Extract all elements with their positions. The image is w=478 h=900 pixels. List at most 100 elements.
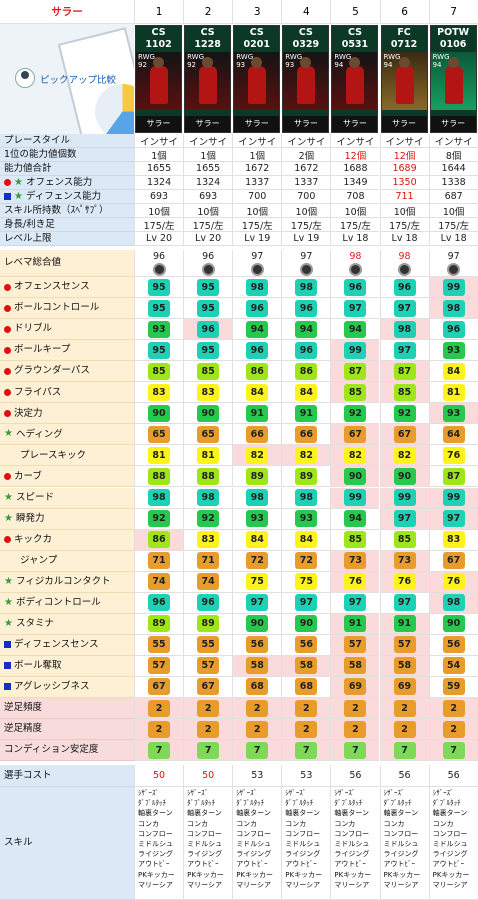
player-card[interactable]: CS 1102 RWG 92 サラー bbox=[135, 25, 183, 133]
stat-cell: 84 bbox=[428, 361, 478, 383]
stat-badge: 82 bbox=[393, 446, 416, 464]
card-player-name: サラー bbox=[136, 116, 182, 132]
overall-number: 96 bbox=[153, 250, 166, 262]
stat-badge: 94 bbox=[344, 510, 367, 528]
stat-cell: 84 bbox=[281, 529, 331, 551]
stat-badge: 2 bbox=[295, 699, 318, 717]
player-card[interactable]: POTW 0106 RWG 94 サラー bbox=[429, 25, 477, 133]
stat-cell: 90 bbox=[183, 403, 233, 425]
card-title: CS 0531 bbox=[332, 26, 377, 52]
stat-badge: 82 bbox=[295, 446, 318, 464]
stat-cell: 2 bbox=[379, 719, 429, 741]
stat-cell: 2 bbox=[330, 719, 380, 741]
info-value: 687 bbox=[428, 190, 478, 204]
info-value: 711 bbox=[379, 190, 429, 204]
stat-badge: 93 bbox=[442, 404, 465, 422]
info-value: 8個 bbox=[428, 148, 478, 162]
skill-item: ライジング bbox=[432, 850, 468, 859]
info-value: 10個 bbox=[330, 204, 380, 218]
stat-badge: 98 bbox=[295, 278, 318, 296]
card-rating: 93 bbox=[236, 61, 246, 69]
stat-badge: 58 bbox=[393, 657, 416, 675]
stat-cell: 95 bbox=[183, 298, 233, 320]
stat-cell: 86 bbox=[134, 529, 184, 551]
player-head-icon bbox=[300, 57, 312, 68]
player-card[interactable]: FC 0712 RWG 94 サラー bbox=[380, 25, 428, 133]
stat-cell: 2 bbox=[232, 719, 282, 741]
stat-cell: 97 bbox=[330, 298, 380, 320]
stat-badge: 98 bbox=[246, 489, 269, 507]
stat-badge: 98 bbox=[197, 489, 220, 507]
stat-row-label: ボールキープ bbox=[0, 340, 134, 362]
info-value: 12個 bbox=[379, 148, 429, 162]
stat-cell: 96 bbox=[281, 298, 331, 320]
stat-badge: 56 bbox=[246, 636, 269, 654]
stat-cell: 76 bbox=[379, 571, 429, 593]
red-dot-icon bbox=[4, 283, 11, 291]
stat-badge: 83 bbox=[197, 531, 220, 549]
stat-row-label: コンディション安定度 bbox=[0, 740, 134, 762]
skill-item: コンカ bbox=[187, 819, 209, 828]
stat-badge: 97 bbox=[295, 594, 318, 612]
skill-item: アウトﾋﾞｰ bbox=[138, 860, 170, 869]
stat-badge: 86 bbox=[295, 362, 318, 380]
stat-cell: 82 bbox=[379, 445, 429, 467]
info-value: Lv 18 bbox=[428, 232, 478, 246]
player-card[interactable]: CS 1228 RWG 92 サラー bbox=[184, 25, 232, 133]
stat-cell: 66 bbox=[281, 424, 331, 446]
stat-cell: 89 bbox=[232, 466, 282, 488]
stat-cell: 98 bbox=[183, 487, 233, 509]
stat-cell: 86 bbox=[232, 361, 282, 383]
stat-cell: 85 bbox=[379, 382, 429, 404]
stat-cell: 57 bbox=[183, 655, 233, 677]
card-code: 0531 bbox=[341, 39, 369, 50]
player-card[interactable]: CS 0201 RWG 93 サラー bbox=[233, 25, 281, 133]
player-head-icon bbox=[447, 57, 459, 68]
stat-badge: 90 bbox=[393, 467, 416, 485]
stat-cell: 94 bbox=[330, 319, 380, 341]
player-card[interactable]: CS 0329 RWG 93 サラー bbox=[282, 25, 330, 133]
stat-badge: 57 bbox=[148, 657, 171, 675]
row-label-text: スピード bbox=[15, 491, 54, 503]
stat-cell: 85 bbox=[330, 382, 380, 404]
red-dot-icon bbox=[4, 325, 11, 333]
stat-badge: 90 bbox=[197, 404, 220, 422]
player-head-icon bbox=[202, 57, 214, 68]
stat-badge: 2 bbox=[344, 720, 367, 738]
stat-badge: 85 bbox=[148, 362, 171, 380]
stat-cell: 98 bbox=[232, 277, 282, 299]
info-row-label: ★ ディフェンス能力 bbox=[0, 190, 134, 204]
card-player-name: サラー bbox=[185, 116, 231, 132]
skill-item: ｼｻﾞｰｽﾞ bbox=[187, 789, 209, 797]
stat-cell: 7 bbox=[134, 740, 184, 762]
info-row-label: レベル上限 bbox=[0, 232, 134, 246]
card-title: CS 0201 bbox=[234, 26, 279, 52]
coin-icon bbox=[201, 262, 215, 276]
stat-cell: 76 bbox=[428, 445, 478, 467]
player-card[interactable]: CS 0531 RWG 94 サラー bbox=[331, 25, 379, 133]
row-label-text: 1位の能力値個数 bbox=[4, 148, 77, 160]
info-value: 1個 bbox=[183, 148, 233, 162]
card-type: FC bbox=[397, 27, 411, 38]
stat-cell: 67 bbox=[379, 424, 429, 446]
stat-row-label: ★ スタミナ bbox=[0, 613, 134, 635]
stat-badge: 97 bbox=[442, 510, 465, 528]
skill-item: マリーシア bbox=[138, 880, 173, 889]
stat-badge: 73 bbox=[344, 552, 367, 570]
skill-item: マリーシア bbox=[187, 880, 222, 889]
stat-badge: 93 bbox=[148, 320, 171, 338]
stat-row-label: 逆足精度 bbox=[0, 719, 134, 741]
info-value: 708 bbox=[330, 190, 380, 204]
info-value: 175/左 bbox=[330, 218, 380, 232]
info-value: 175/左 bbox=[232, 218, 282, 232]
info-value: Lv 18 bbox=[330, 232, 380, 246]
overall-value: 98 bbox=[379, 250, 429, 277]
stat-cell: 98 bbox=[379, 319, 429, 341]
pickup-compare-label[interactable]: ピックアップ比較 bbox=[40, 75, 117, 86]
skills-cell: ｼｻﾞｰｽﾞ ﾀﾞﾌﾞﾙﾀｯﾁ 軸裏ターン コンカ コンフロー ミドルシュ ライジング アウト… bbox=[134, 787, 184, 900]
stat-badge: 73 bbox=[393, 552, 416, 570]
stat-cell: 67 bbox=[183, 676, 233, 698]
blue-square-icon bbox=[4, 662, 11, 670]
blue-square-icon bbox=[4, 683, 11, 691]
card-position-rating: RWG 93 bbox=[285, 53, 302, 69]
